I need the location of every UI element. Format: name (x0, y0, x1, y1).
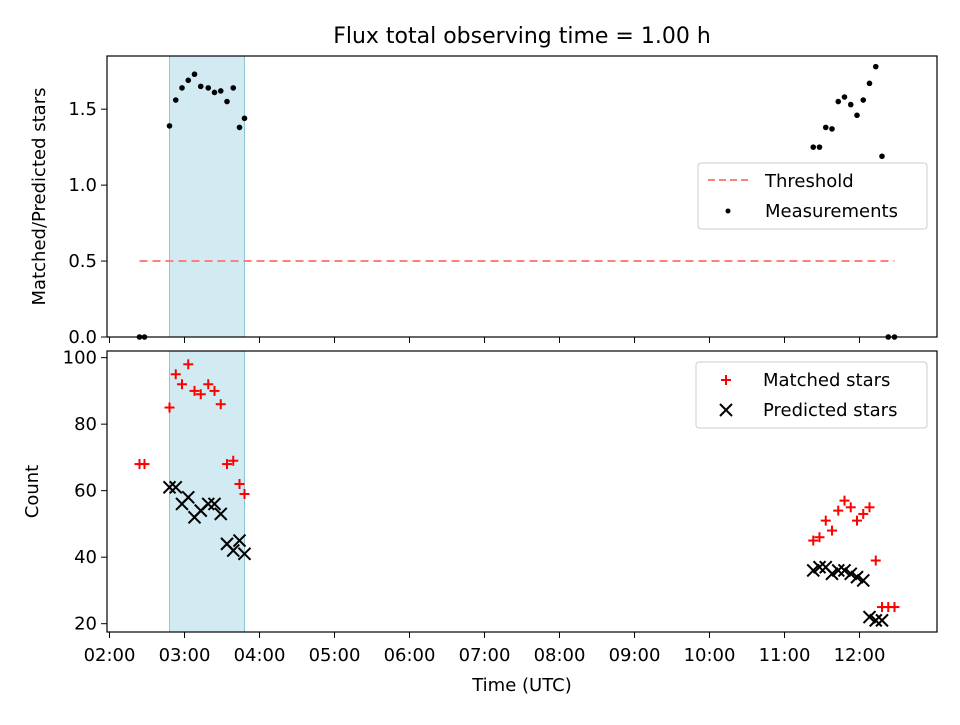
legend-measurements-label: Measurements (765, 201, 898, 222)
measurement-point (185, 77, 192, 84)
highlight-band (169, 350, 245, 633)
predicted-star-point (844, 567, 858, 581)
predicted-star-point (831, 563, 845, 578)
measurement-point (847, 101, 854, 108)
legend-measurements-swatch (725, 208, 731, 214)
legend-box (695, 361, 928, 429)
ratio-series (136, 63, 898, 340)
x-tick-label: 02:00 (84, 645, 136, 666)
count-panel: 20 40 60 80 100 02:00 03:00 04:00 05:00 06:00 07:… (22, 348, 938, 696)
y-axis-ticks: 0.0 0.5 1.0 1.5 (68, 99, 107, 348)
predicted-star-point (214, 507, 228, 521)
predicted-star-point (875, 613, 889, 628)
y-tick-label: 0.0 (68, 327, 97, 348)
y-tick-label: 1.5 (68, 99, 97, 120)
y-tick-label: 100 (63, 348, 97, 369)
measurement-point (816, 144, 823, 150)
legend-cross-marker (719, 403, 733, 417)
measurement-point (236, 124, 243, 131)
measurement-point (835, 98, 842, 105)
predicted-star-point (201, 497, 215, 511)
x-tick-label: 11:00 (759, 645, 811, 666)
plot-frame (106, 55, 938, 338)
y-tick-label: 1.0 (68, 175, 97, 196)
ratio-panel: 0.0 0.5 1.0 1.5 Matched/Predicted stars Thr… (29, 55, 938, 348)
y-tick-label: 80 (74, 414, 97, 435)
predicted-star-point (207, 497, 222, 511)
x-axis-ticks (109, 337, 860, 343)
measurement-point (205, 85, 212, 91)
legend-predicted-swatch (719, 403, 733, 417)
plot-frame (106, 350, 938, 633)
predicted-star-point (162, 480, 177, 495)
x-tick-label: 06:00 (384, 645, 436, 666)
legend-matched-swatch (721, 375, 731, 385)
measurement-point (224, 98, 230, 105)
predicted-star-point (837, 563, 852, 578)
x-tick-label: 08:00 (534, 645, 586, 666)
measurement-point (822, 124, 829, 131)
measurement-point (829, 126, 835, 132)
chart-title: Flux total observing time = 1.00 h (333, 24, 711, 49)
predicted-star-point (856, 573, 870, 588)
legend: Matched stars Predicted stars (695, 361, 928, 429)
legend-threshold-label: Threshold (764, 171, 854, 192)
x-tick-label: 12:00 (834, 645, 886, 666)
measurement-point (860, 97, 867, 103)
measurement-point (197, 83, 204, 90)
x-tick-label: 03:00 (159, 645, 211, 666)
measurement-point (217, 88, 224, 94)
predicted-star-point (220, 537, 234, 551)
highlight-band (169, 55, 245, 338)
highlight-span (169, 55, 245, 338)
predicted-star-point (226, 543, 240, 558)
predicted-star-point (819, 560, 833, 574)
predicted-star-point (181, 490, 195, 505)
y-axis-label: Matched/Predicted stars (29, 88, 50, 306)
predicted-star-point (169, 480, 183, 495)
measurement-point (191, 71, 198, 78)
highlight-span (169, 350, 245, 633)
predicted-star-point (825, 567, 839, 581)
measurement-point (172, 97, 179, 103)
y-tick-label: 0.5 (68, 251, 97, 272)
x-axis-ticks: 02:00 03:00 04:00 05:00 06:00 07:00 08:00 09:00… (84, 632, 886, 666)
measurement-point (866, 80, 873, 87)
x-tick-label: 05:00 (309, 645, 361, 666)
count-series (134, 359, 900, 628)
predicted-star-point (850, 570, 864, 584)
y-tick-label: 60 (74, 481, 97, 502)
x-tick-label: 07:00 (459, 645, 511, 666)
x-axis-label: Time (UTC) (471, 675, 572, 696)
legend-matched-label: Matched stars (763, 370, 890, 391)
x-tick-label: 09:00 (609, 645, 661, 666)
y-axis-ticks: 20 40 60 80 100 (63, 348, 107, 635)
measurement-point (841, 94, 848, 100)
y-tick-label: 20 (74, 614, 97, 635)
measurement-point (179, 85, 185, 91)
predicted-star-point (232, 533, 247, 548)
measurement-point (166, 123, 173, 129)
measurement-point (230, 85, 237, 91)
y-tick-label: 40 (74, 547, 97, 568)
predicted-star-point (812, 560, 827, 574)
x-tick-label: 10:00 (684, 645, 736, 666)
measurement-point (810, 144, 817, 150)
x-tick-label: 04:00 (234, 645, 286, 666)
y-axis-label: Count (22, 465, 43, 518)
measurement-point (879, 153, 885, 160)
predicted-star-point (862, 610, 877, 624)
measurement-point (211, 89, 218, 96)
predicted-star-point (806, 563, 820, 578)
predicted-star-point (869, 613, 883, 628)
measurement-point (854, 112, 860, 119)
legend-predicted-label: Predicted stars (763, 400, 897, 421)
legend: Threshold Measurements (697, 162, 928, 230)
measurement-point (241, 115, 248, 122)
legend-box (697, 162, 928, 230)
measurement-point (872, 63, 879, 70)
predicted-star-point (237, 547, 252, 561)
